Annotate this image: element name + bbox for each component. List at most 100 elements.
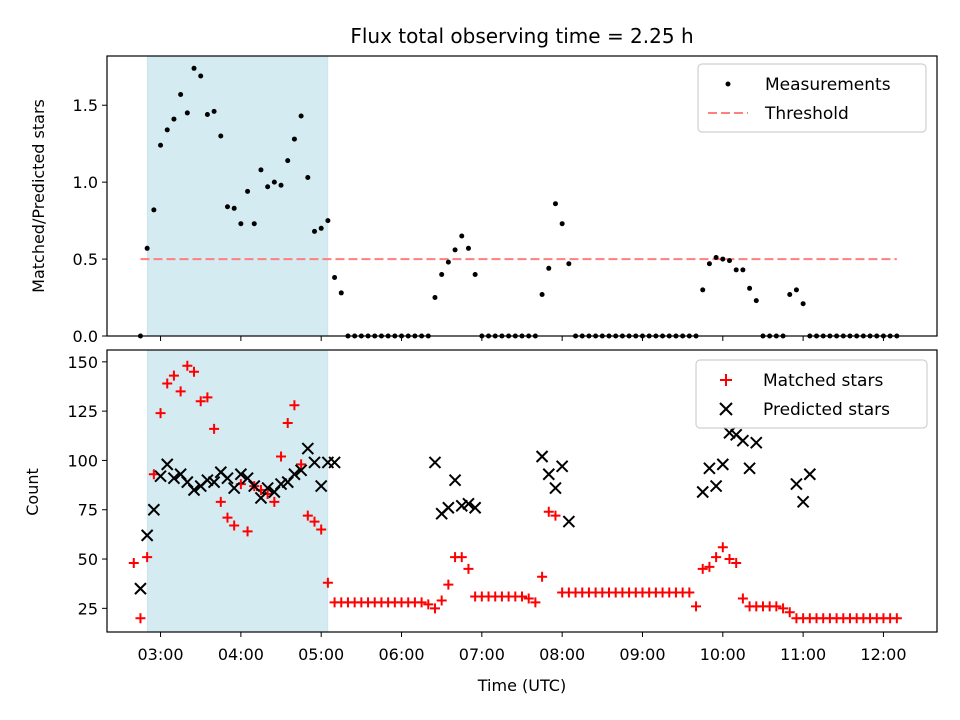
matched-star-point [778,603,789,614]
matched-star-point [771,601,782,612]
top-y-tick-label: 0.0 [73,327,98,346]
predicted-star-point [448,473,462,487]
matched-star-point [316,524,327,535]
measurement-point [291,136,297,142]
predicted-star-point [562,515,576,528]
chart-title: Flux total observing time = 2.25 h [350,24,693,48]
matched-star-point [282,417,293,428]
measurement-point [251,221,257,227]
bottom-y-tick-label: 25 [78,599,98,618]
top-x-ticks [160,336,884,341]
measurement-point [706,261,712,267]
measurement-point [191,65,197,71]
matched-star-point [463,563,474,574]
predicted-star-point [790,477,803,491]
predicted-star-point [167,471,181,485]
measurement-point [218,133,224,139]
matched-star-point [229,520,240,531]
matched-star-point [222,512,233,523]
measurement-point [700,287,706,293]
measurement-point [164,127,170,133]
measurement-point [539,291,545,297]
matched-star-point [296,459,307,470]
measurement-point [278,182,284,188]
predicted-star-point [227,481,241,495]
matched-star-point [697,563,708,574]
measurement-point [224,204,230,210]
predicted-star-point [134,582,147,595]
top-y-tick-label: 1.0 [73,173,98,192]
predicted-star-point [147,503,161,516]
x-tick-label: 07:00 [459,645,505,664]
predicted-star-point [535,450,549,463]
top-y-ticks: 0.0 0.5 1.0 1.5 [73,96,107,346]
measurement-point [720,256,726,262]
top-shaded-interval [146,55,329,337]
bottom-y-tick-label: 75 [78,501,98,520]
predicted-star-point [328,456,341,469]
predicted-star-point [140,529,154,542]
measurement-point [452,247,458,253]
predicted-star-point [542,468,555,481]
measurement-point [566,261,572,267]
matched-star-point [891,613,902,624]
measurement-point [559,221,565,227]
predicted-star-point [750,436,763,449]
measurement-point [158,142,164,148]
x-tick-label: 08:00 [539,645,585,664]
predicted-star-point [301,442,315,455]
measurement-point [552,201,558,207]
measurement-point [713,255,719,261]
predicted-star-point [428,456,442,469]
measurement-point [472,271,478,277]
matched-star-point [550,510,561,521]
measurement-point [465,245,471,251]
bottom-y-axis-label: Count [23,468,42,516]
predicted-star-point [743,462,756,475]
measurement-point [231,205,237,211]
predicted-star-point [248,479,261,493]
matched-star-point [537,571,548,582]
bottom-y-ticks: 25 50 75 100 125 150 [67,353,107,618]
matched-star-point [302,510,313,521]
measurement-point [727,258,732,264]
top-y-tick-label: 1.5 [73,96,98,115]
x-tick-label: 05:00 [298,645,344,664]
measurement-point [198,73,204,79]
matched-star-point [704,561,715,572]
measurement-point [238,221,244,227]
measurement-point [546,265,552,271]
predicted-star-point [254,491,268,505]
measurement-point [271,179,277,185]
predicted-star-point [154,470,167,483]
matched-star-point [717,542,728,553]
measurement-point [753,298,759,304]
top-panel: 0.0 0.5 1.0 1.5 Matched/Predicted stars Mea… [29,55,938,346]
legend-matched-label: Matched stars [763,371,883,391]
matched-star-point [416,597,427,608]
matched-star-point [784,607,795,618]
measurement-point [211,108,217,114]
measurement-point [178,91,184,97]
matched-star-point [289,400,300,411]
x-tick-label: 03:00 [137,645,183,664]
predicted-star-point [288,468,301,481]
legend-measurement-marker [725,81,731,87]
bottom-y-tick-label: 100 [67,451,98,470]
matched-star-point [155,408,166,419]
measurement-point [787,291,793,297]
measurement-point [432,295,438,301]
measurement-point [733,267,739,273]
matched-star-point [436,595,447,606]
x-tick-label: 06:00 [378,645,424,664]
x-tick-label: 09:00 [619,645,665,664]
matched-star-point [168,370,179,381]
matched-star-point [523,593,534,604]
measurement-point [459,233,465,239]
measurement-point [204,111,210,117]
measurement-point [171,116,177,122]
measurement-point [265,184,271,190]
x-tick-label: 11:00 [780,645,826,664]
legend-predicted-label: Predicted stars [763,400,890,420]
predicted-star-point [261,481,274,495]
